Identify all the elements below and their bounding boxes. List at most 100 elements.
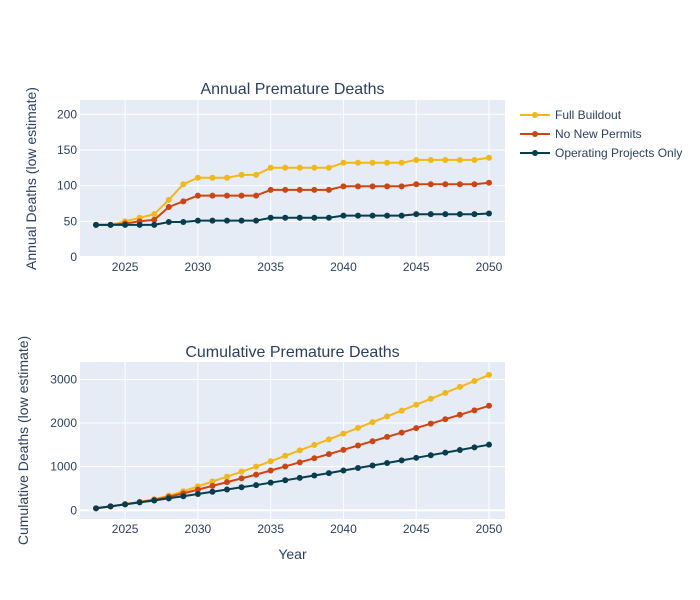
data-point	[325, 164, 332, 171]
y-tick-label: 150	[57, 143, 77, 157]
data-point	[485, 179, 492, 186]
data-point	[340, 446, 347, 453]
data-point	[136, 221, 143, 228]
data-point	[311, 186, 318, 193]
plot-area	[80, 362, 505, 519]
series-line	[96, 156, 490, 226]
legend-label: Full Buildout	[555, 108, 622, 122]
data-point	[224, 174, 231, 181]
y-axis-label: Cumulative Deaths (low estimate)	[15, 336, 31, 545]
data-point	[107, 221, 114, 228]
series-line	[95, 404, 490, 510]
data-point	[456, 181, 463, 188]
data-point	[340, 183, 347, 190]
data-point	[296, 474, 303, 481]
data-point	[413, 181, 420, 188]
data-point	[369, 462, 376, 469]
data-point	[427, 452, 434, 459]
data-point	[398, 457, 405, 464]
series-line	[95, 443, 490, 510]
data-point	[209, 482, 216, 489]
data-point	[369, 419, 376, 426]
x-tick-label: 2050	[476, 260, 503, 274]
data-point	[165, 196, 172, 203]
data-point	[471, 211, 478, 218]
x-axis-label: Year	[278, 546, 307, 562]
data-point	[253, 471, 260, 478]
data-point	[398, 212, 405, 219]
y-tick-label: 0	[70, 503, 77, 517]
data-point	[471, 156, 478, 163]
data-point	[311, 214, 318, 221]
data-point	[325, 436, 332, 443]
data-point	[165, 219, 172, 226]
data-point	[485, 402, 492, 409]
data-point	[224, 217, 231, 224]
data-point	[442, 181, 449, 188]
data-point	[267, 479, 274, 486]
x-tick-label: 2035	[257, 522, 284, 536]
data-point	[485, 371, 492, 378]
data-point	[194, 192, 201, 199]
data-point	[107, 503, 114, 510]
data-point	[209, 174, 216, 181]
data-point	[267, 164, 274, 171]
data-point	[311, 472, 318, 479]
data-point	[354, 465, 361, 472]
data-point	[413, 425, 420, 432]
data-point	[311, 455, 318, 462]
data-point	[413, 401, 420, 408]
data-point	[267, 186, 274, 193]
data-point	[194, 217, 201, 224]
data-point	[296, 459, 303, 466]
data-point	[427, 420, 434, 427]
data-point	[238, 484, 245, 491]
y-axis-label: Annual Deaths (low estimate)	[23, 87, 39, 270]
legend-swatch-marker	[532, 150, 538, 156]
chart-title: Cumulative Premature Deaths	[185, 344, 399, 361]
data-point	[282, 164, 289, 171]
data-point	[296, 186, 303, 193]
y-tick-label: 50	[64, 214, 78, 228]
y-tick-label: 2000	[50, 416, 77, 430]
data-point	[267, 214, 274, 221]
data-point	[209, 192, 216, 199]
x-tick-label: 2050	[476, 522, 503, 536]
data-point	[311, 164, 318, 171]
legend-item: No New Permits	[520, 127, 642, 141]
legend-label: No New Permits	[555, 127, 642, 141]
data-point	[224, 486, 231, 493]
data-point	[180, 219, 187, 226]
data-point	[427, 211, 434, 218]
data-point	[442, 449, 449, 456]
data-point	[194, 490, 201, 497]
data-point	[471, 181, 478, 188]
x-tick-label: 2025	[112, 522, 139, 536]
data-point	[442, 156, 449, 163]
data-point	[456, 411, 463, 418]
x-tick-label: 2040	[330, 260, 357, 274]
data-point	[369, 183, 376, 190]
data-point	[354, 442, 361, 449]
data-point	[282, 452, 289, 459]
data-point	[398, 407, 405, 414]
data-point	[442, 211, 449, 218]
legend-swatch-marker	[532, 112, 538, 118]
data-point	[122, 501, 129, 508]
data-point	[398, 159, 405, 166]
x-tick-label: 2030	[185, 522, 212, 536]
data-point	[253, 217, 260, 224]
data-point	[325, 214, 332, 221]
data-point	[456, 383, 463, 390]
data-point	[354, 159, 361, 166]
data-point	[224, 473, 231, 480]
y-tick-label: 1000	[50, 460, 77, 474]
series-line	[96, 181, 490, 226]
data-point	[485, 154, 492, 161]
data-point	[136, 499, 143, 506]
data-point	[413, 156, 420, 163]
data-point	[340, 430, 347, 437]
data-point	[311, 441, 318, 448]
